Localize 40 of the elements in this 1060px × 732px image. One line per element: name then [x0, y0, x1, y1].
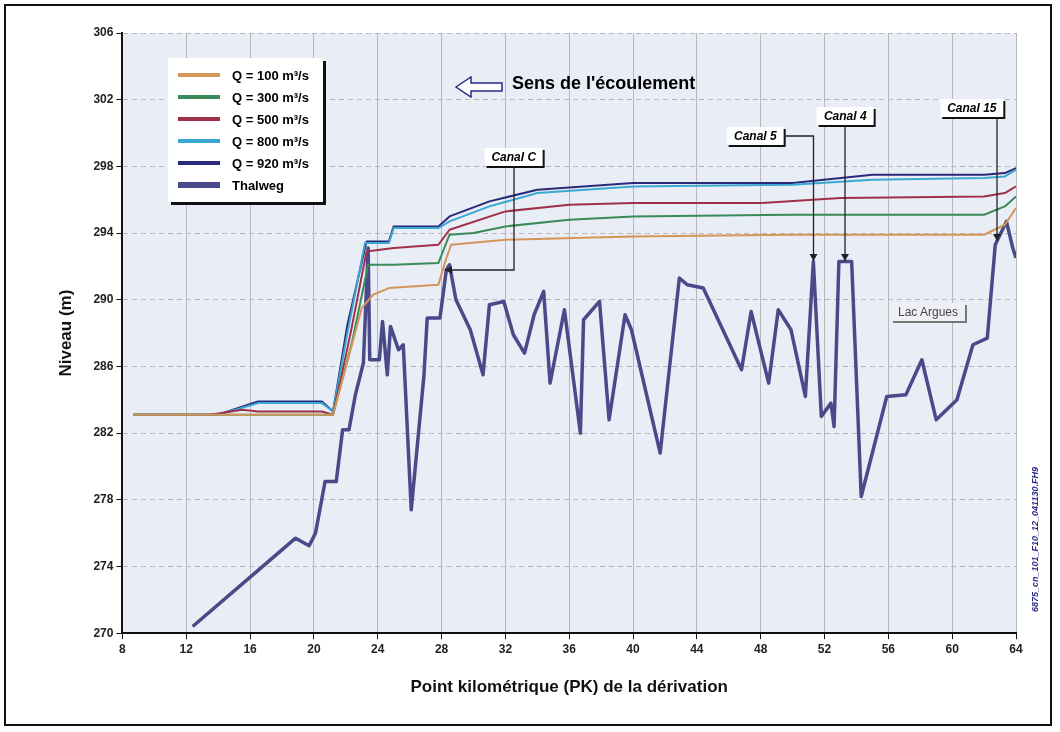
x-tick-label: 52	[817, 641, 832, 656]
annotation: Canal 4	[816, 107, 874, 126]
annotation: Canal C	[484, 147, 544, 166]
x-tick-label: 64	[1009, 641, 1023, 656]
y-tick-label: 298	[93, 158, 114, 173]
y-tick-label: 274	[93, 558, 114, 573]
y-tick-label: 286	[93, 358, 114, 373]
x-tick-label: 40	[626, 641, 641, 656]
legend-label: Thalweg	[232, 177, 285, 193]
legend-label: Q = 500 m³/s	[232, 111, 309, 127]
x-tick-label: 8	[119, 641, 127, 656]
annotation: Sens de l'écoulement	[512, 73, 696, 94]
x-tick-label: 48	[754, 641, 768, 656]
text: 6875_cn_101_F10_12_041130.FH9	[1030, 467, 1040, 612]
x-tick-label: 20	[307, 641, 321, 656]
x-tick-label: 44	[690, 641, 704, 656]
x-tick-label: 28	[434, 641, 449, 656]
y-tick-label: 278	[93, 492, 114, 507]
legend-label: Q = 800 m³/s	[232, 133, 309, 149]
y-tick-label: 290	[93, 292, 114, 307]
y-tick-label: 270	[93, 625, 114, 640]
x-tick-label: 56	[881, 641, 896, 656]
y-axis-title: Niveau (m)	[55, 289, 75, 377]
y-tick-label: 302	[93, 92, 114, 106]
x-tick-label: 36	[562, 641, 577, 656]
annotation: Canal 15	[940, 99, 1004, 118]
y-tick-label: 306	[93, 25, 114, 40]
x-axis-title: Point kilométrique (PK) de la dérivation	[410, 677, 728, 697]
y-tick-label: 294	[93, 225, 114, 240]
x-tick-label: 16	[243, 641, 258, 656]
y-tick-label: 282	[93, 425, 114, 440]
annotation: Lac Argues	[890, 303, 966, 321]
legend-label: Q = 920 m³/s	[232, 155, 309, 171]
x-tick-label: 60	[945, 641, 960, 656]
x-tick-label: 24	[371, 641, 385, 656]
legend-label: Q = 300 m³/s	[232, 89, 309, 105]
x-tick-label: 32	[498, 641, 513, 656]
legend-label: Q = 100 m³/s	[232, 67, 309, 83]
x-tick-label: 12	[179, 641, 194, 656]
annotation: Canal 5	[727, 127, 784, 146]
